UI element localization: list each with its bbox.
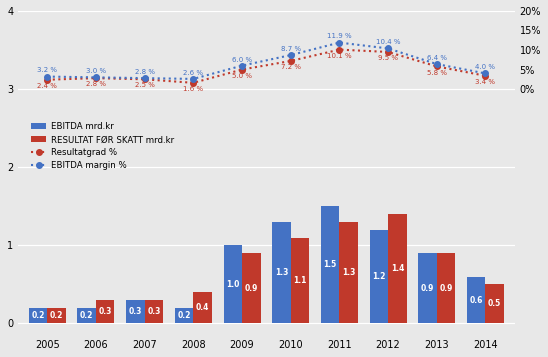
- Bar: [291, 237, 309, 323]
- Text: 1.3: 1.3: [275, 268, 288, 277]
- Text: 2.4 %: 2.4 %: [37, 83, 57, 89]
- Text: 0.9: 0.9: [244, 284, 258, 293]
- Text: 6.0 %: 6.0 %: [232, 56, 252, 62]
- Text: 0.6: 0.6: [470, 296, 483, 305]
- Bar: [77, 308, 96, 323]
- Bar: [339, 222, 358, 323]
- Text: 5.8 %: 5.8 %: [427, 70, 447, 76]
- Bar: [242, 253, 260, 323]
- Text: 0.2: 0.2: [80, 311, 93, 320]
- Bar: [418, 253, 437, 323]
- Text: 2.5 %: 2.5 %: [135, 82, 155, 89]
- Text: 0.2: 0.2: [31, 311, 45, 320]
- Text: 0.3: 0.3: [99, 307, 112, 316]
- Text: 2.8 %: 2.8 %: [135, 69, 155, 75]
- Bar: [467, 277, 486, 323]
- Text: 0.9: 0.9: [421, 284, 434, 293]
- Bar: [175, 308, 193, 323]
- Text: 1.0: 1.0: [226, 280, 239, 289]
- Text: 2.8 %: 2.8 %: [86, 81, 106, 87]
- Text: 1.2: 1.2: [372, 272, 386, 281]
- Bar: [272, 222, 291, 323]
- Text: 6.4 %: 6.4 %: [427, 55, 447, 61]
- Text: 7.2 %: 7.2 %: [281, 64, 301, 70]
- Bar: [321, 206, 339, 323]
- Text: 10.4 %: 10.4 %: [376, 39, 401, 45]
- Text: 11.9 %: 11.9 %: [327, 34, 352, 40]
- Text: 1.4: 1.4: [391, 264, 404, 273]
- Text: 0.5: 0.5: [488, 300, 501, 308]
- Bar: [193, 292, 212, 323]
- Bar: [224, 245, 242, 323]
- Bar: [145, 300, 163, 323]
- Text: 4.0 %: 4.0 %: [476, 64, 495, 70]
- Text: 3.0 %: 3.0 %: [86, 68, 106, 74]
- Bar: [369, 230, 388, 323]
- Bar: [96, 300, 115, 323]
- Text: 9.5 %: 9.5 %: [378, 55, 398, 61]
- Text: 0.3: 0.3: [147, 307, 161, 316]
- Text: 0.4: 0.4: [196, 303, 209, 312]
- Bar: [47, 308, 66, 323]
- Text: 10.1 %: 10.1 %: [327, 53, 352, 59]
- Text: 1.5: 1.5: [323, 260, 337, 270]
- Text: 1.1: 1.1: [293, 276, 307, 285]
- Bar: [388, 214, 407, 323]
- Legend: EBITDA mrd.kr, RESULTAT FØR SKATT mrd.kr, Resultatgrad %, EBITDA margin %: EBITDA mrd.kr, RESULTAT FØR SKATT mrd.kr…: [27, 119, 177, 174]
- Bar: [437, 253, 455, 323]
- Text: 3.4 %: 3.4 %: [476, 79, 495, 85]
- Text: 5.0 %: 5.0 %: [232, 73, 252, 79]
- Text: 1.6 %: 1.6 %: [183, 86, 203, 92]
- Text: 2.6 %: 2.6 %: [184, 70, 203, 76]
- Text: 0.2: 0.2: [178, 311, 191, 320]
- Text: 0.3: 0.3: [129, 307, 142, 316]
- Bar: [126, 300, 145, 323]
- Bar: [486, 285, 504, 323]
- Text: 0.2: 0.2: [50, 311, 63, 320]
- Text: 0.9: 0.9: [439, 284, 453, 293]
- Text: 3.2 %: 3.2 %: [37, 67, 58, 74]
- Text: 1.3: 1.3: [342, 268, 355, 277]
- Text: 8.7 %: 8.7 %: [281, 46, 301, 52]
- Bar: [28, 308, 47, 323]
